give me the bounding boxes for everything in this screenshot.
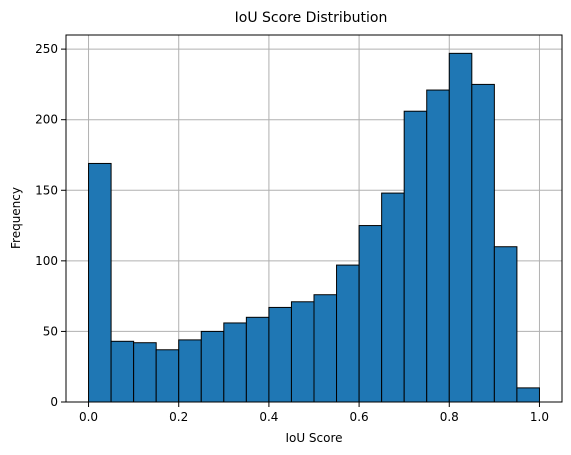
x-axis-label: IoU Score	[285, 431, 342, 445]
histogram-bar-13	[381, 192, 405, 403]
y-tick-label-4: 200	[35, 113, 58, 127]
histogram-bar-19	[516, 387, 540, 403]
y-tick-label-3: 150	[35, 183, 58, 197]
histogram-bar-3	[155, 349, 180, 403]
y-tick-label-5: 250	[35, 42, 58, 56]
histogram-bar-2	[133, 342, 157, 403]
histogram-bar-15	[426, 89, 450, 403]
histogram-bar-14	[403, 110, 428, 403]
y-axis-label: Frequency	[9, 187, 23, 249]
x-tick-label-3: 0.6	[350, 410, 369, 424]
histogram-bar-18	[493, 246, 518, 403]
histogram-bar-4	[178, 339, 202, 403]
x-tick-label-5: 1.0	[530, 410, 549, 424]
histogram-bar-16	[448, 52, 473, 403]
histogram-bar-8	[268, 306, 292, 403]
histogram-bar-5	[200, 330, 225, 403]
chart-title: IoU Score Distribution	[235, 10, 388, 26]
histogram-bar-6	[223, 322, 247, 403]
histogram-bar-12	[358, 225, 383, 403]
histogram-bar-17	[471, 83, 495, 403]
x-tick-label-4: 0.8	[440, 410, 459, 424]
histogram-bar-10	[313, 294, 338, 403]
histogram-bar-1	[110, 340, 135, 403]
plot-frame	[65, 34, 563, 403]
x-tick-label-2: 0.4	[259, 410, 278, 424]
x-tick-label-0: 0.0	[79, 410, 98, 424]
histogram-bar-9	[290, 301, 315, 403]
x-tick-label-1: 0.2	[169, 410, 188, 424]
ticks-layer: 0.0 0.2 0.4 0.6 0.8 1.0 0 50 100 150 200 250	[35, 42, 549, 424]
y-tick-label-0: 0	[50, 395, 58, 409]
histogram-bar-7	[245, 316, 270, 403]
histogram-bar-11	[336, 264, 360, 403]
histogram-bar-0	[88, 162, 112, 403]
y-tick-label-1: 50	[43, 324, 58, 338]
y-tick-label-2: 100	[35, 254, 58, 268]
bars-layer	[88, 52, 540, 403]
